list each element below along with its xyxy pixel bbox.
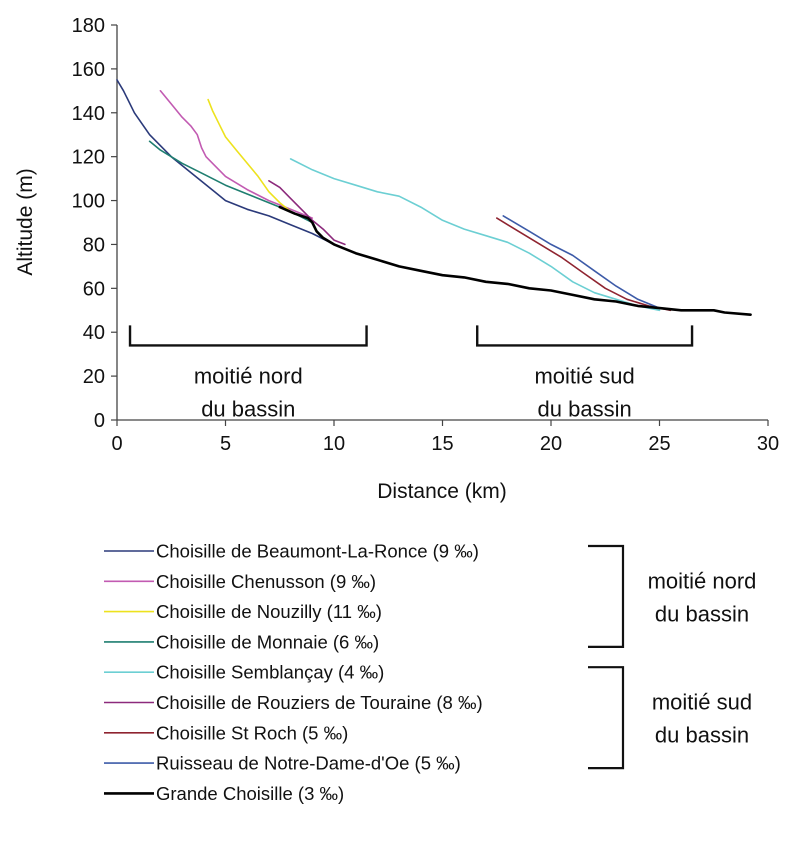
y-tick-label: 120 <box>72 147 105 169</box>
plot-area: 0 20 40 60 80 100 120 140 160 180 0 5 10 15 20 25 30 mo… <box>72 15 780 455</box>
legend-label: Choisille de Beaumont-La-Ronce (9 ‰) <box>156 541 479 562</box>
y-axis-title: Altitude (m) <box>14 168 37 275</box>
legend-group-label: du bassin <box>655 723 749 748</box>
range-annotation-text: moitié sud <box>534 363 634 388</box>
legend-group-bracket <box>588 666 625 770</box>
y-tick-label: 60 <box>83 278 105 300</box>
legend-label: Ruisseau de Notre-Dame-d'Oe (5 ‰) <box>156 753 461 774</box>
y-tick-label: 20 <box>83 366 105 388</box>
x-tick-label: 10 <box>323 433 345 455</box>
x-tick-label: 25 <box>648 433 670 455</box>
legend-label: Grande Choisille (3 ‰) <box>156 783 344 804</box>
legend-group-label: moitié sud <box>652 690 752 715</box>
y-ticks: 0 20 40 60 80 100 120 140 160 180 <box>72 15 117 432</box>
legend-label: Choisille St Roch (5 ‰) <box>156 722 348 743</box>
y-tick-label: 0 <box>94 410 105 432</box>
legend-label: Choisille Chenusson (9 ‰) <box>156 571 376 592</box>
legend: Choisille de Beaumont-La-Ronce (9 ‰) Choi… <box>104 541 483 804</box>
legend-groups: moitié nord du bassin moitié sud du bassin <box>588 544 757 770</box>
series-line <box>502 215 661 309</box>
range-annotation-text: du bassin <box>538 396 632 421</box>
series-line <box>289 158 661 312</box>
legend-label: Choisille Semblançay (4 ‰) <box>156 662 384 683</box>
series-lines <box>116 79 752 317</box>
x-tick-label: 20 <box>540 433 562 455</box>
series-line <box>268 180 346 246</box>
legend-label: Choisille de Rouziers de Touraine (8 ‰) <box>156 692 483 713</box>
range-annotation-text: moitié nord <box>194 363 303 388</box>
series-line <box>116 79 335 246</box>
x-axis-title: Distance (km) <box>377 480 507 503</box>
y-tick-label: 80 <box>83 234 105 256</box>
legend-label: Choisille de Monnaie (6 ‰) <box>156 631 379 652</box>
x-ticks: 0 5 10 15 20 25 30 <box>111 420 779 455</box>
y-tick-label: 180 <box>72 15 105 37</box>
y-tick-label: 40 <box>83 322 105 344</box>
range-bracket <box>476 325 694 347</box>
series-line <box>207 98 292 213</box>
series-line <box>159 90 314 219</box>
legend-group-bracket <box>588 544 625 648</box>
range-bracket <box>128 325 368 347</box>
y-tick-label: 140 <box>72 103 105 125</box>
y-tick-label: 100 <box>72 191 105 213</box>
range-brackets: moitié nord du bassin moitié sud du bassin <box>128 325 694 421</box>
series-line <box>495 217 672 312</box>
x-tick-label: 0 <box>111 433 122 455</box>
x-tick-label: 5 <box>220 433 231 455</box>
legend-label: Choisille de Nouzilly (11 ‰) <box>156 601 382 622</box>
legend-group-label: du bassin <box>655 601 749 626</box>
legend-group-label: moitié nord <box>648 568 757 593</box>
x-tick-label: 15 <box>431 433 453 455</box>
series-line <box>278 205 752 317</box>
y-tick-label: 160 <box>72 59 105 81</box>
x-tick-label: 30 <box>757 433 779 455</box>
range-annotation-text: du bassin <box>201 396 295 421</box>
